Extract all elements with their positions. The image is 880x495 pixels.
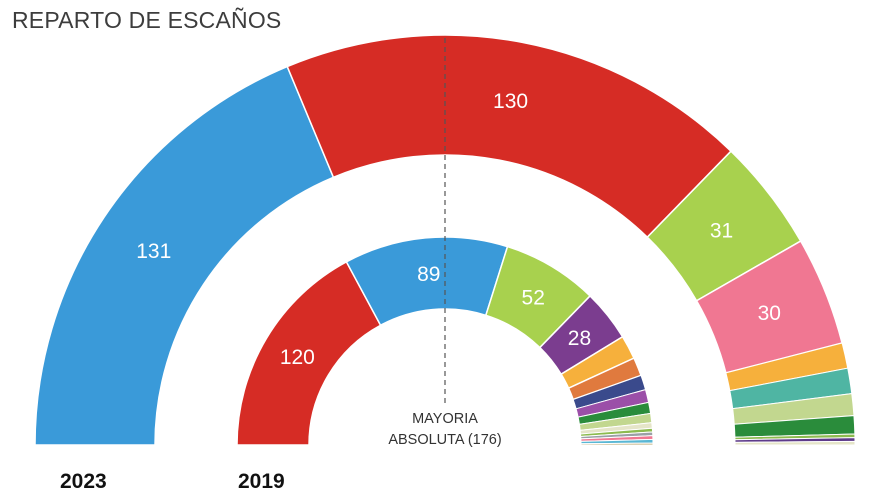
seats-2023-data-label: 30 <box>758 302 781 325</box>
seats-2019-data-label: 28 <box>568 327 591 350</box>
year-label-2023: 2023 <box>60 470 107 493</box>
seats-2023-segment <box>286 34 733 239</box>
majority-label-line1: MAYORIA <box>412 411 478 427</box>
seats-2019-segment <box>580 442 654 446</box>
seats-2023-data-label: 130 <box>493 90 528 113</box>
chart-2023: 131 130 31 30 <box>34 34 856 446</box>
year-label-2019: 2019 <box>238 470 285 493</box>
seats-2023-data-label: 131 <box>136 240 171 263</box>
seats-2019-data-label: 52 <box>522 286 545 309</box>
seats-2019-data-label: 89 <box>417 263 440 286</box>
chart-title: REPARTO DE ESCAÑOS <box>12 7 282 33</box>
seats-2019-data-label: 120 <box>280 346 315 369</box>
seats-2023-segment <box>734 440 856 446</box>
majority-label-line2: ABSOLUTA (176) <box>388 432 501 448</box>
seats-2023-data-label: 31 <box>710 219 733 242</box>
chart-2019: 120 89 52 28 <box>236 236 654 446</box>
